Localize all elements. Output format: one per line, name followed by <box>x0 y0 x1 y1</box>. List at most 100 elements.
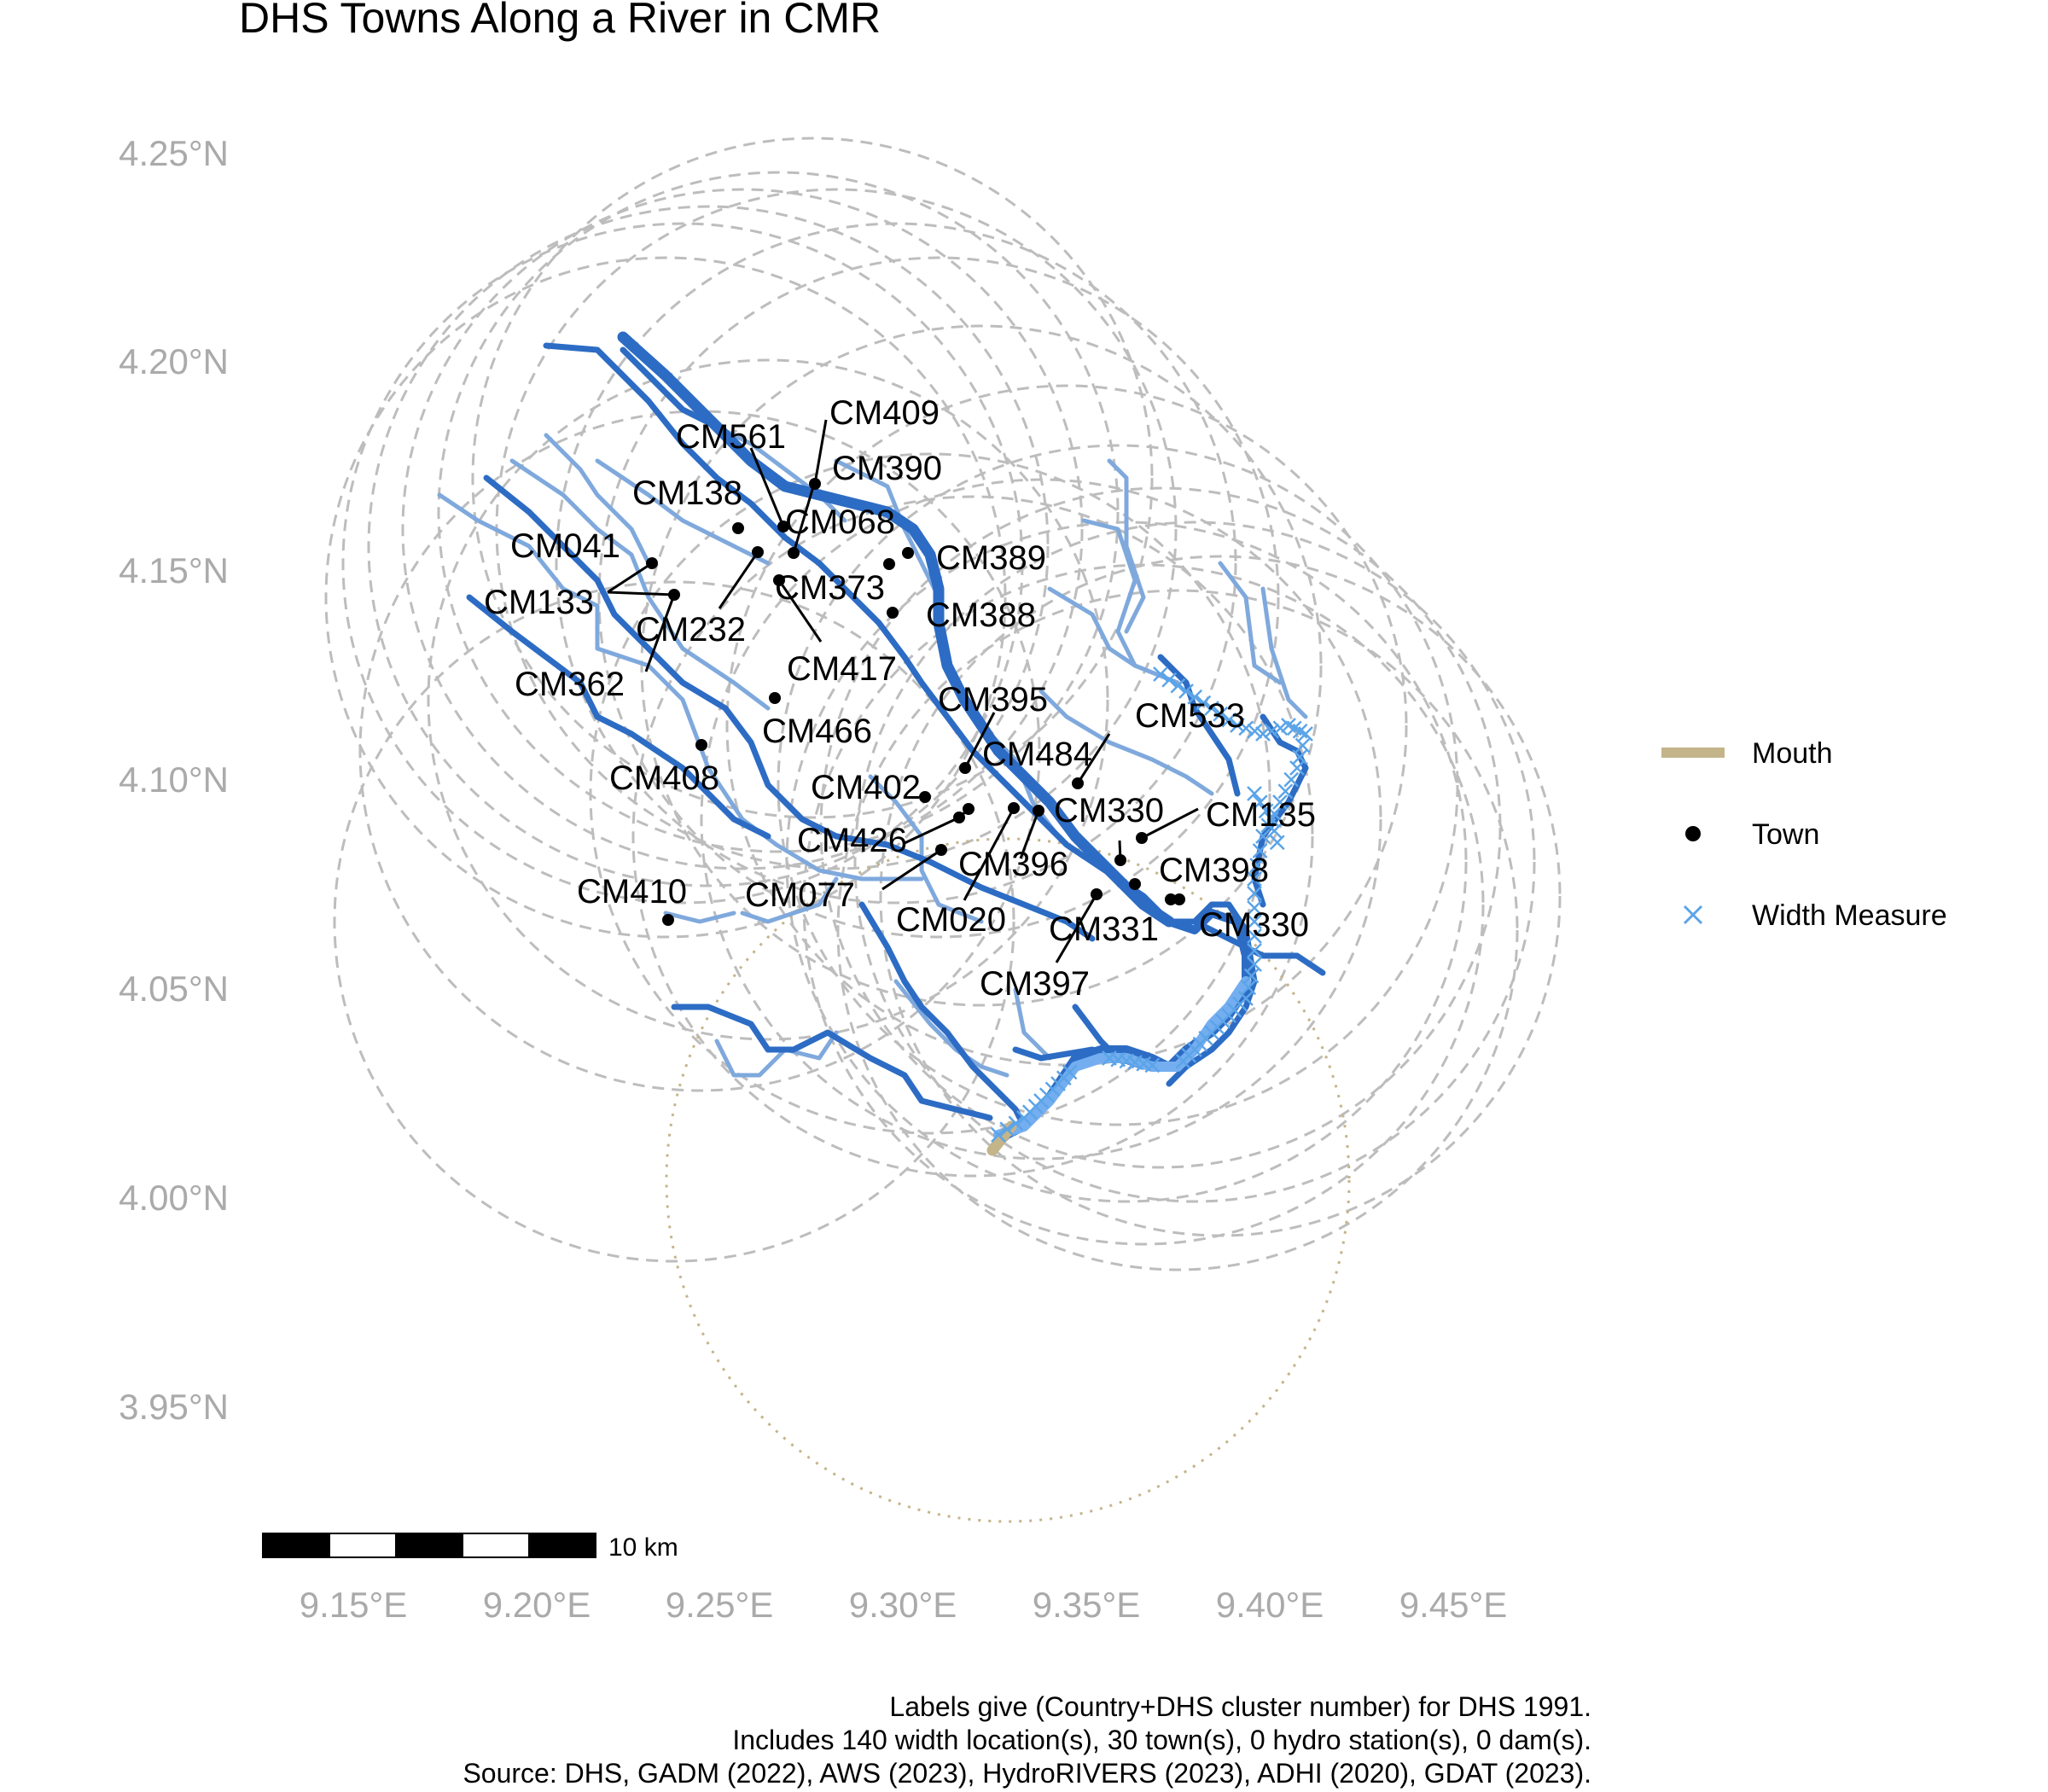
town-label-cm396: CM396 <box>958 846 1068 883</box>
y-tick-label: 4.10°N <box>119 759 229 800</box>
label-leaders <box>607 419 1199 963</box>
caption-line: Includes 140 width location(s), 30 town(… <box>732 1725 1591 1755</box>
town-label-cm561: CM561 <box>676 418 786 456</box>
town-label-cm390: CM390 <box>832 450 942 487</box>
width-measure-mark <box>1062 1064 1078 1080</box>
buffer-circle <box>471 137 1154 819</box>
town-label-cm397: CM397 <box>980 965 1090 1003</box>
town-dot <box>662 914 674 926</box>
width-measure-mark <box>1247 871 1262 887</box>
leader-line <box>881 848 942 891</box>
town-label-cm388: CM388 <box>926 596 1036 634</box>
leader-line <box>749 447 785 527</box>
town-label-cm409: CM409 <box>829 394 940 432</box>
y-axis-labels: 4.25°N 4.20°N 4.15°N 4.10°N 4.05°N 4.00°… <box>119 133 229 1427</box>
town-label-cm402: CM402 <box>811 769 921 806</box>
scale-segment <box>395 1533 463 1558</box>
town-dot <box>732 522 744 534</box>
width-measure-mark <box>1247 914 1262 929</box>
leader-line <box>1076 733 1111 784</box>
x-axis-labels: 9.15°E 9.20°E 9.25°E 9.30°E 9.35°E 9.40°… <box>300 1585 1508 1625</box>
scale-segment <box>262 1533 330 1558</box>
leader-line <box>644 594 676 672</box>
width-measure-mark <box>1298 726 1313 742</box>
rivers <box>437 331 1326 1156</box>
buffer-circle <box>367 205 1050 887</box>
width-measure-mark <box>1272 720 1289 736</box>
width-measure-mark <box>1187 689 1203 705</box>
town-label-cm138: CM138 <box>632 474 742 512</box>
map-title: DHS Towns Along a River in CMR <box>239 0 881 42</box>
town-label-cm068: CM068 <box>785 503 895 541</box>
scale-bar: 10 km <box>262 1533 678 1562</box>
width-measure-mark <box>1264 812 1279 827</box>
town-buffers <box>324 137 1562 1523</box>
width-measure-mark <box>1247 723 1263 739</box>
leader-line <box>607 591 675 596</box>
width-measure-mark <box>1252 794 1268 811</box>
buffer-circle <box>853 521 1536 1203</box>
leader-line <box>1055 893 1098 963</box>
y-tick-label: 3.95°N <box>119 1387 229 1427</box>
town-label-cm426: CM426 <box>797 822 907 859</box>
town-label-cm362: CM362 <box>515 666 625 703</box>
town-dot <box>769 692 781 704</box>
leader-line <box>718 551 759 609</box>
town-label-cm330-south: CM330 <box>1199 906 1309 944</box>
town-dot <box>883 558 895 570</box>
width-measure-mark <box>1175 1053 1191 1069</box>
width-measure-mark <box>991 1127 1006 1143</box>
buffer-circle <box>341 222 1024 905</box>
width-measure-mark <box>1008 1115 1024 1132</box>
buffer-circle <box>700 478 1382 1161</box>
buffer-circle <box>324 256 1007 939</box>
town-label-cm041: CM041 <box>510 527 620 565</box>
width-measure-mark <box>1295 737 1311 753</box>
width-measure-mark <box>1204 701 1219 716</box>
town-dot <box>902 547 914 559</box>
town-label-cm395: CM395 <box>938 681 1048 719</box>
width-measure-mark <box>1277 783 1294 800</box>
caption-line: Labels give (Country+DHS cluster number)… <box>889 1691 1591 1722</box>
buffer-circle <box>437 171 1120 853</box>
legend-mouth-label: Mouth <box>1752 737 1833 770</box>
town-dot <box>887 607 899 619</box>
x-tick-label: 9.25°E <box>666 1585 774 1625</box>
width-measure-mark <box>1269 835 1285 851</box>
leader-line <box>963 712 996 769</box>
town-label-cm410: CM410 <box>577 873 687 911</box>
leader-line <box>813 419 828 485</box>
town-label-cm398: CM398 <box>1159 852 1269 889</box>
buffer-circle <box>555 222 1237 905</box>
caption-line: Source: DHS, GADM (2022), AWS (2023), Hy… <box>463 1758 1591 1789</box>
leader-line <box>1019 810 1040 859</box>
width-measure-mark <box>1272 794 1288 810</box>
buffer-circle <box>401 188 1084 870</box>
leader-line <box>963 807 1015 901</box>
leader-line <box>777 579 823 643</box>
width-measure-mark <box>1247 900 1262 916</box>
buffer-circle <box>640 324 1323 1007</box>
town-label-cm330: CM330 <box>1054 792 1164 829</box>
buffer-circle <box>427 358 1109 1041</box>
buffer-circle <box>589 452 1271 1135</box>
x-tick-label: 9.30°E <box>849 1585 957 1625</box>
width-measure-mark <box>1170 678 1186 694</box>
width-measure-mark <box>1213 706 1229 722</box>
y-tick-label: 4.15°N <box>119 550 229 591</box>
town-label-cm232: CM232 <box>636 611 746 649</box>
width-measure-mark <box>1243 968 1260 984</box>
town-dot <box>1165 893 1177 905</box>
width-measure-mark <box>1258 803 1274 819</box>
scale-bar-label: 10 km <box>608 1533 678 1562</box>
town-label-cm373: CM373 <box>775 569 885 607</box>
town-dot <box>1129 878 1141 890</box>
leader-line <box>1141 807 1199 840</box>
width-measure-mark <box>1264 723 1280 739</box>
width-measure-mark <box>1255 726 1271 742</box>
y-tick-label: 4.20°N <box>119 341 229 381</box>
leader-line <box>904 816 960 845</box>
town-label-cm077: CM077 <box>745 876 855 914</box>
x-tick-label: 9.15°E <box>300 1585 408 1625</box>
width-measure-mark <box>1144 1057 1161 1073</box>
